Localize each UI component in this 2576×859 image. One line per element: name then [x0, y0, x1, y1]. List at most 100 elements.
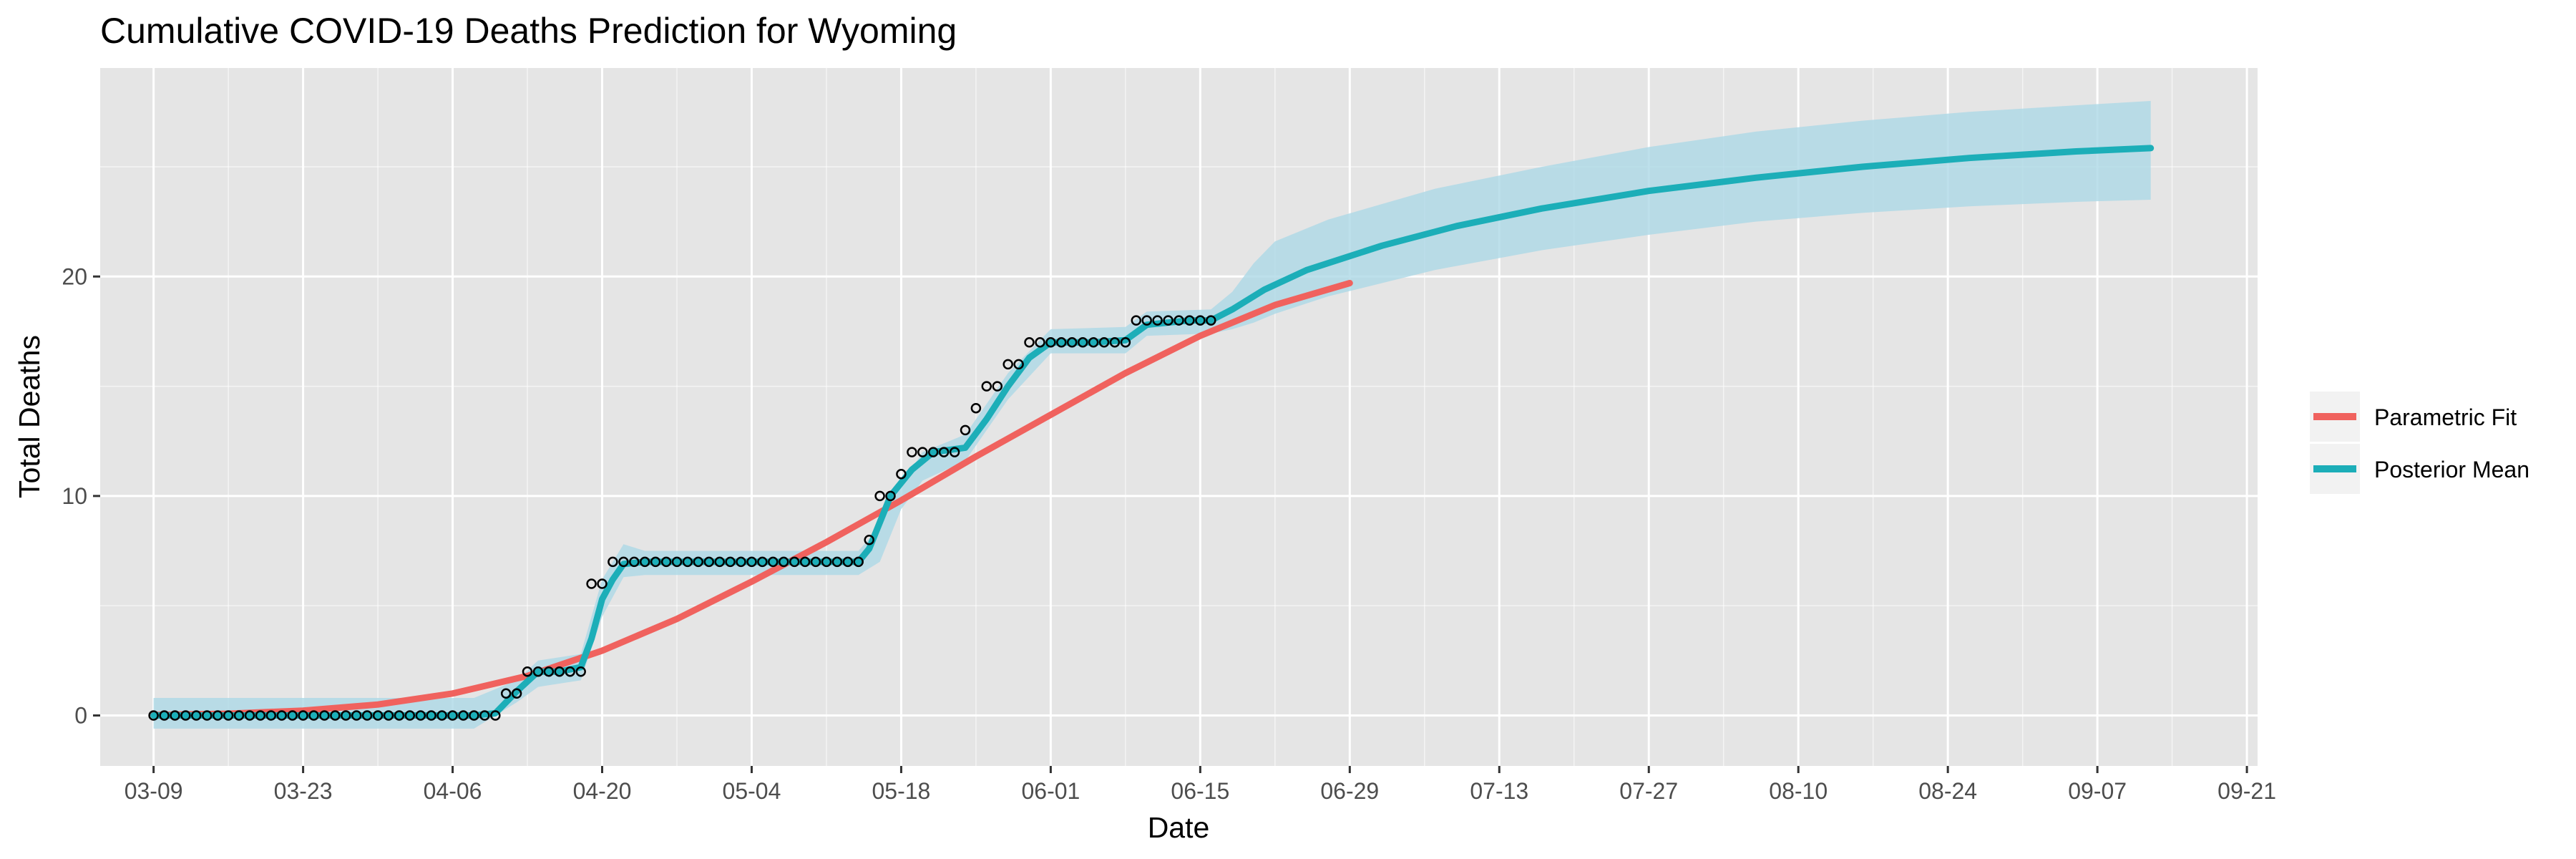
observed-point — [1174, 315, 1184, 326]
observed-point — [1066, 337, 1078, 348]
observed-point — [682, 556, 693, 568]
observed-point — [949, 447, 960, 457]
x-tick-label: 06-01 — [1021, 778, 1080, 804]
observed-point — [671, 556, 683, 568]
observed-point — [575, 666, 586, 677]
observed-point — [917, 447, 928, 457]
observed-point — [618, 556, 629, 568]
observed-point — [1045, 337, 1056, 348]
observed-point — [341, 710, 351, 721]
observed-point — [799, 556, 811, 568]
observed-point — [746, 556, 757, 568]
observed-point — [1206, 315, 1216, 326]
observed-point — [223, 710, 234, 721]
observed-point — [768, 556, 779, 568]
observed-point — [896, 468, 907, 480]
observed-point — [180, 710, 191, 721]
observed-point — [565, 666, 575, 677]
observed-point — [1077, 337, 1088, 348]
observed-point — [404, 710, 416, 721]
observed-point — [202, 710, 213, 721]
credible-band-area — [153, 101, 2151, 729]
observed-point — [650, 556, 661, 568]
observed-point — [736, 556, 746, 568]
observed-point — [511, 688, 522, 699]
observed-point — [298, 710, 308, 721]
observed-point — [394, 710, 405, 721]
x-tick-label: 05-04 — [723, 778, 781, 804]
parametric-fit-line — [150, 280, 1353, 719]
observed-point — [191, 710, 202, 721]
observed-point — [361, 710, 373, 721]
observed-point — [714, 556, 725, 568]
observed-point — [330, 710, 341, 721]
gridlines — [100, 68, 2258, 766]
credible-band — [153, 101, 2151, 729]
observed-point — [212, 710, 223, 721]
observed-point — [693, 556, 704, 568]
y-tick-label: 10 — [62, 483, 87, 509]
observed-point — [543, 666, 555, 677]
observed-point — [757, 556, 768, 568]
observed-point — [1109, 337, 1121, 348]
observed-point — [372, 710, 384, 721]
observed-point — [469, 710, 479, 721]
x-axis-title: Date — [1148, 811, 1210, 844]
observed-point — [938, 447, 950, 457]
observed-point — [789, 556, 800, 568]
y-tick-label: 20 — [62, 263, 87, 289]
observed-point — [159, 710, 170, 721]
observed-point — [992, 381, 1003, 392]
observed-point — [458, 710, 469, 721]
observed-point — [1195, 315, 1206, 326]
observed-point — [927, 447, 939, 457]
observed-point — [960, 424, 971, 436]
x-tick-label: 07-13 — [1470, 778, 1528, 804]
observed-point — [778, 556, 789, 568]
observed-point — [1141, 315, 1152, 326]
observed-point — [1013, 359, 1024, 370]
observed-point — [660, 556, 672, 568]
observed-point — [1131, 315, 1142, 326]
observed-point — [170, 710, 180, 721]
observed-point — [1120, 337, 1131, 348]
observed-point — [821, 556, 832, 568]
observed-point — [810, 556, 821, 568]
observed-point — [1088, 337, 1099, 348]
observed-point — [1184, 315, 1195, 326]
observed-point — [885, 490, 896, 502]
observed-point — [287, 710, 298, 721]
observed-point — [981, 381, 992, 392]
observed-point — [831, 556, 843, 568]
observed-point — [265, 710, 277, 721]
axes: 03-09 03-23 04-06 04-20 05-04 05-18 06-01 06-15… — [62, 263, 2276, 804]
observed-point — [479, 710, 490, 721]
x-tick-label: 07-27 — [1619, 778, 1678, 804]
observed-point — [1098, 337, 1110, 348]
observed-point — [1002, 359, 1013, 370]
observed-point — [970, 402, 982, 414]
observed-point — [907, 447, 917, 457]
legend-label-posterior-mean: Posterior Mean — [2374, 457, 2529, 482]
observed-point — [725, 556, 736, 568]
observed-point — [351, 710, 362, 721]
observed-point — [864, 534, 874, 545]
observed-point — [1163, 315, 1174, 326]
observed-points — [148, 315, 1216, 721]
y-tick-label: 0 — [74, 702, 87, 728]
x-tick-label: 04-20 — [573, 778, 632, 804]
observed-point — [233, 710, 245, 721]
observed-point — [608, 556, 618, 568]
observed-point — [415, 710, 426, 721]
observed-point — [532, 666, 544, 677]
observed-point — [500, 688, 512, 699]
x-tick-label: 06-15 — [1171, 778, 1229, 804]
chart-title: Cumulative COVID-19 Deaths Prediction fo… — [100, 11, 957, 51]
observed-point — [447, 710, 458, 721]
x-tick-label: 08-24 — [1918, 778, 1977, 804]
observed-point — [148, 710, 159, 721]
x-tick-label: 09-21 — [2218, 778, 2276, 804]
observed-point — [842, 556, 854, 568]
observed-point — [1152, 315, 1163, 326]
